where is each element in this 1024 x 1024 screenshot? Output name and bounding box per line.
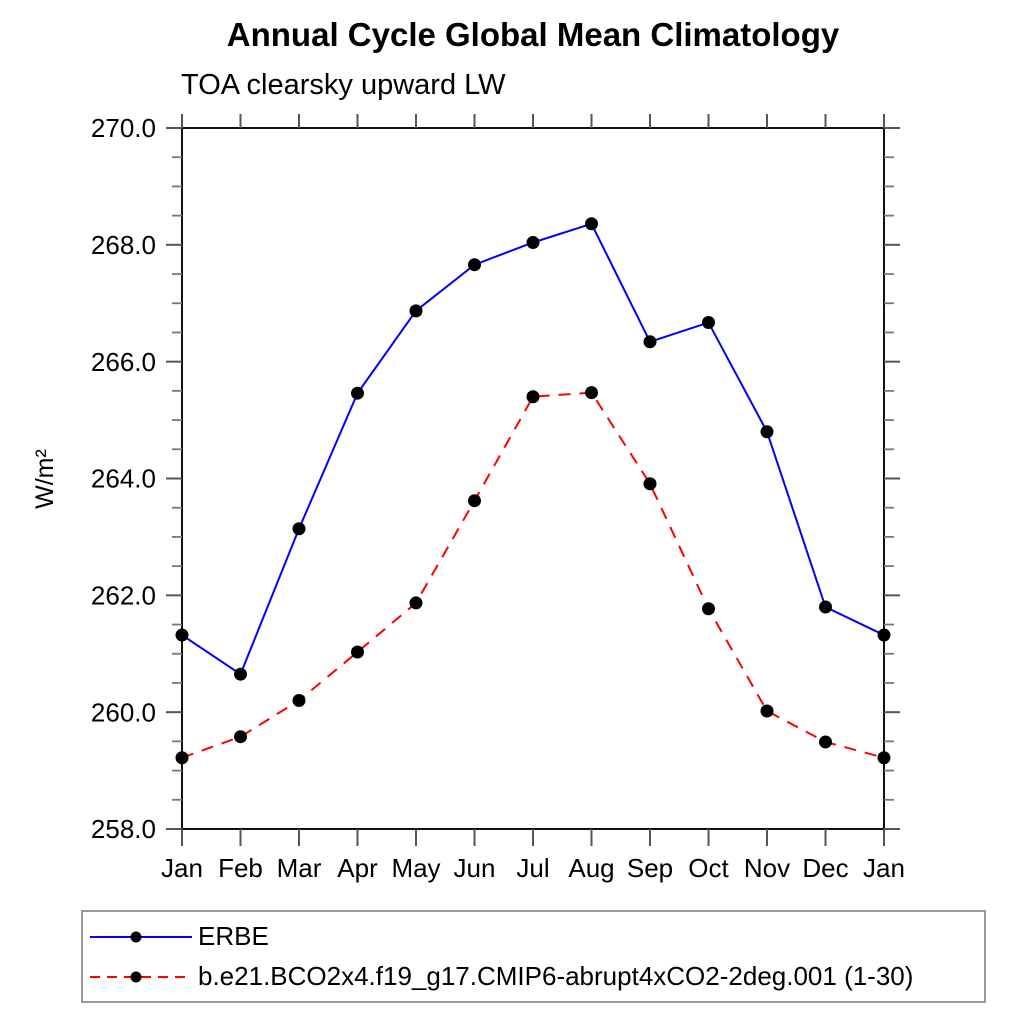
series-marker-1 [819, 735, 832, 749]
x-tick-label: Dec [802, 853, 848, 883]
series-marker-0 [702, 316, 715, 330]
y-tick-label: 264.0 [91, 464, 156, 494]
series-marker-1 [175, 751, 189, 765]
series-marker-0 [468, 258, 481, 272]
series-marker-0 [643, 335, 657, 349]
y-tick-label: 268.0 [91, 230, 156, 260]
legend-sample-marker [130, 971, 142, 982]
series-marker-1 [292, 693, 306, 707]
series-marker-1 [526, 390, 540, 404]
x-tick-label: Oct [688, 853, 729, 883]
y-tick-label: 262.0 [91, 580, 156, 610]
x-tick-label: May [391, 853, 440, 883]
series-marker-0 [819, 600, 832, 614]
series-marker-1 [234, 730, 247, 744]
series-marker-0 [175, 628, 189, 642]
y-axis-label: W/m² [31, 449, 59, 509]
y-tick-label: 270.0 [91, 113, 156, 143]
series-marker-0 [351, 386, 364, 400]
x-tick-label: Jan [863, 853, 905, 883]
legend-item-model: b.e21.BCO2x4.f19_g17.CMIP6-abrupt4xCO2-2… [88, 959, 984, 995]
y-tick-label: 266.0 [91, 347, 156, 377]
series-marker-0 [292, 522, 306, 536]
chart-subtitle: TOA clearsky upward LW [181, 69, 506, 101]
chart-title: Annual Cycle Global Mean Climatology [226, 16, 840, 53]
series-marker-0 [234, 667, 247, 681]
x-tick-label: Jan [161, 853, 203, 883]
x-tick-label: Feb [218, 853, 263, 883]
series-marker-0 [877, 628, 891, 642]
legend-item-erbe: ERBE [88, 919, 984, 955]
series-line-1 [181, 391, 885, 759]
x-tick-label: Nov [744, 853, 790, 883]
x-tick-label: Mar [277, 853, 322, 883]
legend-line-sample-erbe [90, 931, 192, 942]
y-tick-label: 260.0 [91, 697, 156, 727]
x-tick-label: Jun [454, 853, 496, 883]
x-tick-label: Jul [516, 853, 549, 883]
series-marker-1 [468, 494, 481, 508]
series-marker-1 [585, 386, 598, 400]
legend-line-sample-model [90, 971, 192, 982]
x-tick-label: Apr [337, 853, 378, 883]
x-tick-label: Aug [568, 853, 614, 883]
series-line-0 [181, 222, 885, 676]
series-marker-1 [643, 477, 657, 491]
legend: ERBE b.e21.BCO2x4.f19_g17.CMIP6-abrupt4x… [81, 910, 986, 1003]
series-marker-0 [760, 425, 774, 439]
series-marker-1 [877, 751, 891, 765]
x-tick-label: Sep [627, 853, 673, 883]
series-marker-0 [526, 235, 540, 249]
series-marker-1 [351, 645, 364, 659]
series-marker-0 [585, 217, 598, 231]
series-marker-0 [409, 304, 423, 318]
legend-label-model: b.e21.BCO2x4.f19_g17.CMIP6-abrupt4xCO2-2… [198, 961, 914, 991]
plot-box [181, 127, 885, 830]
series-marker-1 [760, 704, 774, 718]
y-tick-label: 258.0 [91, 814, 156, 844]
legend-label-erbe: ERBE [198, 921, 269, 951]
series-marker-1 [409, 596, 423, 610]
series-marker-1 [702, 602, 715, 616]
legend-sample-marker [130, 931, 142, 942]
